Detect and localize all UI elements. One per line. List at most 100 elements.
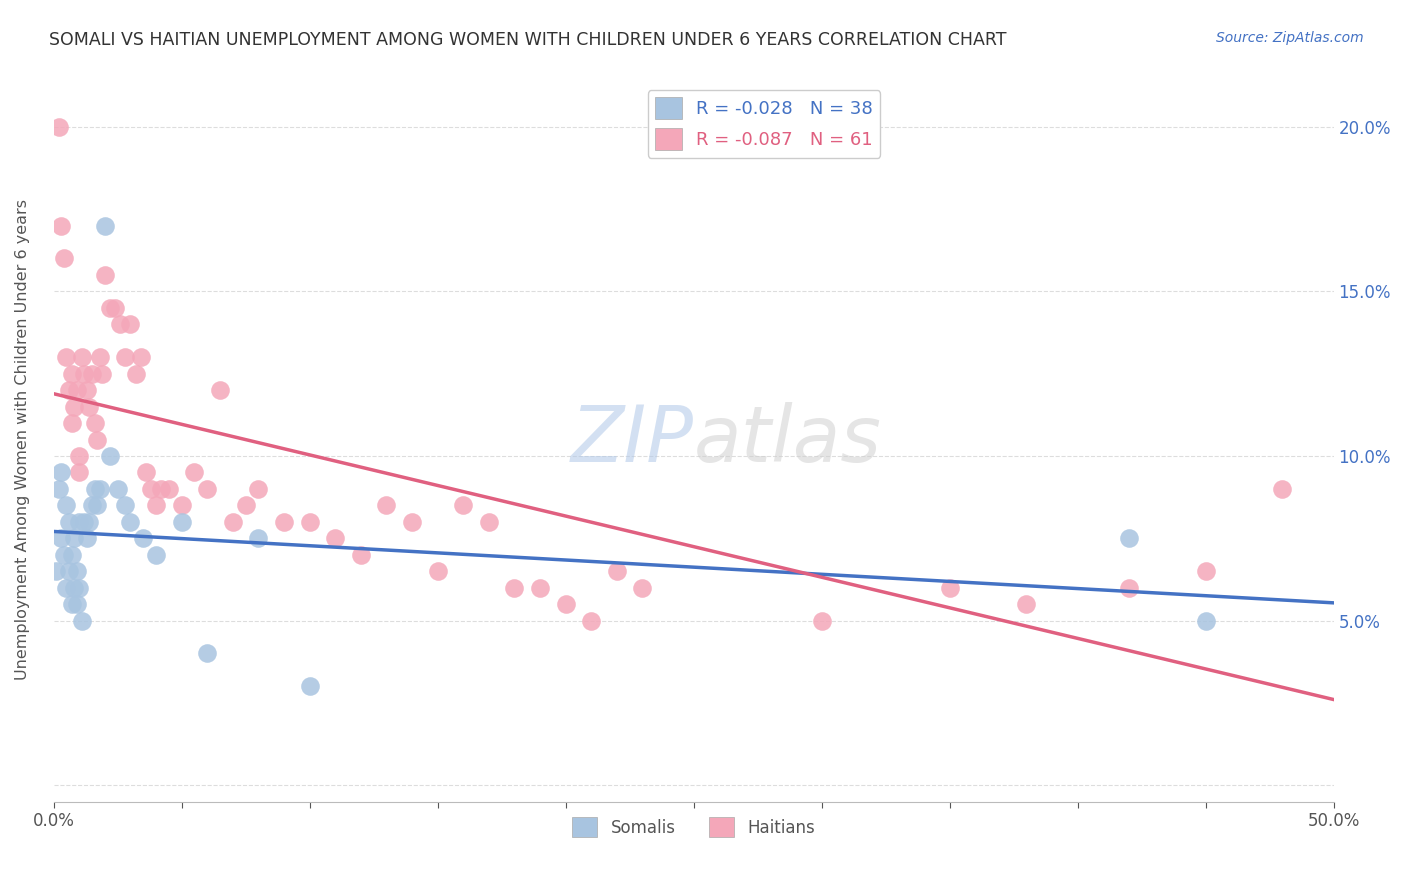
Point bbox=[63, 581, 86, 595]
Point bbox=[401, 515, 423, 529]
Point bbox=[98, 449, 121, 463]
Point bbox=[51, 531, 73, 545]
Legend: Somalis, Haitians: Somalis, Haitians bbox=[565, 810, 821, 844]
Point bbox=[63, 531, 86, 545]
Point bbox=[631, 581, 654, 595]
Point bbox=[195, 482, 218, 496]
Point bbox=[195, 647, 218, 661]
Point bbox=[76, 383, 98, 397]
Point bbox=[60, 367, 83, 381]
Point bbox=[80, 499, 103, 513]
Point bbox=[89, 482, 111, 496]
Point bbox=[810, 614, 832, 628]
Point bbox=[91, 367, 114, 381]
Text: Source: ZipAtlas.com: Source: ZipAtlas.com bbox=[1216, 31, 1364, 45]
Point bbox=[529, 581, 551, 595]
Point bbox=[222, 515, 245, 529]
Point bbox=[606, 564, 628, 578]
Point bbox=[79, 400, 101, 414]
Point bbox=[55, 581, 77, 595]
Text: ZIP: ZIP bbox=[571, 401, 693, 477]
Point bbox=[129, 350, 152, 364]
Point bbox=[60, 416, 83, 430]
Point bbox=[145, 499, 167, 513]
Point bbox=[235, 499, 257, 513]
Point bbox=[132, 531, 155, 545]
Point bbox=[48, 482, 70, 496]
Point bbox=[79, 515, 101, 529]
Point bbox=[83, 416, 105, 430]
Point bbox=[70, 350, 93, 364]
Point bbox=[135, 466, 157, 480]
Point bbox=[183, 466, 205, 480]
Point bbox=[298, 515, 321, 529]
Point bbox=[1015, 597, 1038, 611]
Point bbox=[157, 482, 180, 496]
Point bbox=[1271, 482, 1294, 496]
Point bbox=[114, 350, 136, 364]
Point bbox=[139, 482, 162, 496]
Point bbox=[503, 581, 526, 595]
Point bbox=[80, 367, 103, 381]
Point bbox=[86, 499, 108, 513]
Point bbox=[478, 515, 501, 529]
Point bbox=[98, 301, 121, 315]
Point bbox=[1194, 564, 1216, 578]
Point bbox=[55, 350, 77, 364]
Text: atlas: atlas bbox=[693, 401, 882, 477]
Point bbox=[60, 548, 83, 562]
Point bbox=[45, 564, 67, 578]
Point bbox=[108, 318, 131, 332]
Point bbox=[1194, 614, 1216, 628]
Point bbox=[66, 383, 89, 397]
Point bbox=[426, 564, 449, 578]
Point bbox=[63, 400, 86, 414]
Point bbox=[120, 515, 142, 529]
Point bbox=[247, 531, 270, 545]
Point bbox=[170, 499, 193, 513]
Point bbox=[350, 548, 373, 562]
Point bbox=[150, 482, 173, 496]
Point bbox=[94, 268, 117, 282]
Point bbox=[145, 548, 167, 562]
Point bbox=[273, 515, 295, 529]
Point bbox=[67, 515, 90, 529]
Point bbox=[114, 499, 136, 513]
Point bbox=[86, 433, 108, 447]
Point bbox=[104, 301, 127, 315]
Point bbox=[170, 515, 193, 529]
Point bbox=[298, 679, 321, 693]
Point bbox=[323, 531, 346, 545]
Point bbox=[1118, 531, 1140, 545]
Point bbox=[67, 581, 90, 595]
Point bbox=[107, 482, 129, 496]
Point bbox=[66, 564, 89, 578]
Point bbox=[451, 499, 474, 513]
Point bbox=[124, 367, 146, 381]
Point bbox=[89, 350, 111, 364]
Point bbox=[48, 120, 70, 134]
Point bbox=[579, 614, 602, 628]
Point bbox=[375, 499, 398, 513]
Point bbox=[73, 367, 96, 381]
Point bbox=[55, 499, 77, 513]
Point bbox=[58, 383, 80, 397]
Point bbox=[58, 515, 80, 529]
Point bbox=[70, 614, 93, 628]
Y-axis label: Unemployment Among Women with Children Under 6 years: Unemployment Among Women with Children U… bbox=[15, 199, 30, 680]
Point bbox=[52, 548, 75, 562]
Point bbox=[208, 383, 231, 397]
Point bbox=[1118, 581, 1140, 595]
Point bbox=[76, 531, 98, 545]
Point bbox=[938, 581, 960, 595]
Point bbox=[67, 466, 90, 480]
Point bbox=[73, 515, 96, 529]
Point bbox=[66, 597, 89, 611]
Point bbox=[51, 219, 73, 233]
Point bbox=[94, 219, 117, 233]
Point bbox=[52, 252, 75, 266]
Point bbox=[58, 564, 80, 578]
Point bbox=[120, 318, 142, 332]
Point bbox=[51, 466, 73, 480]
Point bbox=[60, 597, 83, 611]
